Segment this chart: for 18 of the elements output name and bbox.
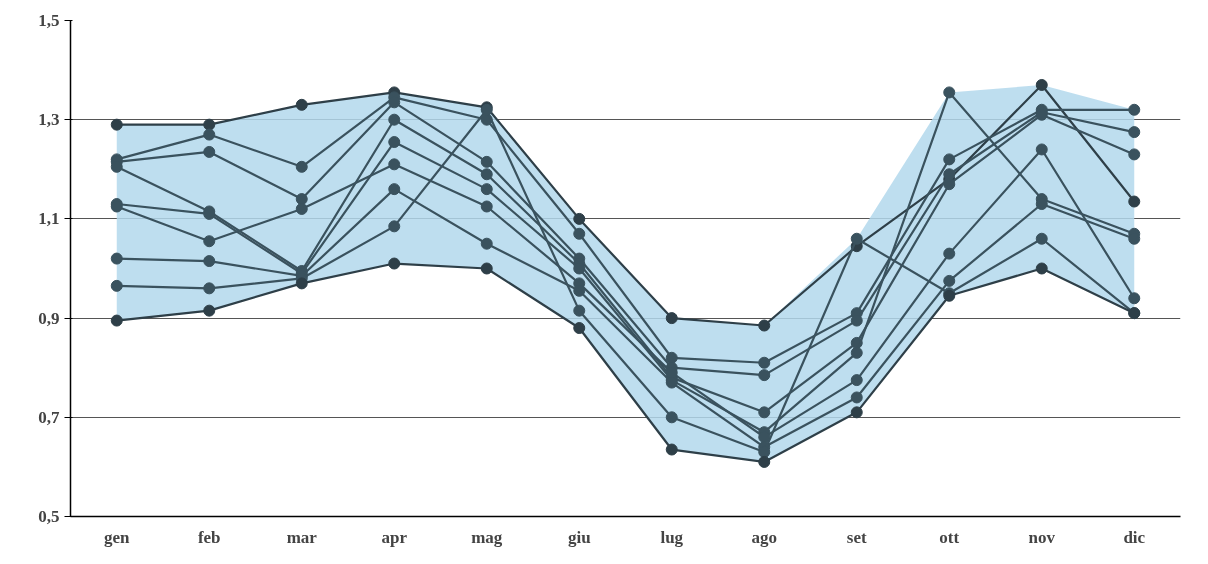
y-tick-label: 1,3 xyxy=(38,110,60,130)
y-tick-label: 0,5 xyxy=(38,507,60,526)
y-tick-label: 0,7 xyxy=(38,407,60,427)
x-tick-label: ago xyxy=(751,527,777,547)
x-tick-label: mag xyxy=(471,527,503,547)
y-tick-label: 1,5 xyxy=(38,11,60,30)
y-tick-label: 1,1 xyxy=(38,209,60,229)
y-tick-label: 0,9 xyxy=(38,308,60,328)
x-tick-label: apr xyxy=(381,527,408,547)
x-tick-label: set xyxy=(846,527,867,547)
x-tick-label: giu xyxy=(567,527,591,547)
x-tick-label: dic xyxy=(1123,527,1146,547)
x-tick-label: ott xyxy=(939,527,960,547)
x-tick-label: feb xyxy=(197,527,221,547)
x-tick-label: lug xyxy=(660,527,684,547)
x-tick-label: nov xyxy=(1028,527,1056,547)
x-tick-label: mar xyxy=(286,527,318,547)
x-tick-label: gen xyxy=(104,527,131,547)
